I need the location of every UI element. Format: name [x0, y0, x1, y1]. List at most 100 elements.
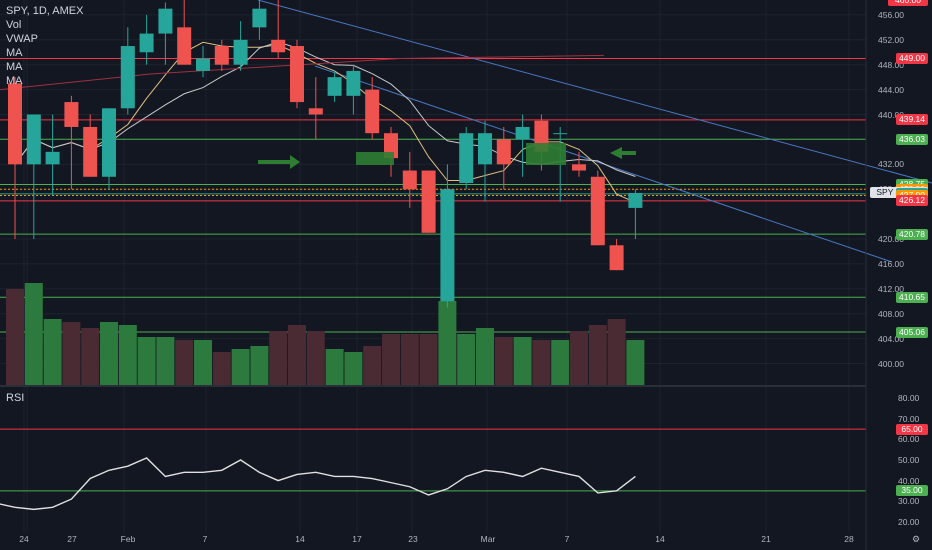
arrow-left-icon [610, 147, 636, 159]
highlight-box [356, 152, 394, 165]
ma-slow-line [0, 54, 605, 91]
rsi-tick-label: 70.00 [898, 413, 920, 424]
candle-body [214, 46, 229, 65]
rsi-tag: 35.00 [896, 485, 928, 497]
price-tag: 439.14 [896, 114, 928, 126]
volume-bar [62, 322, 81, 385]
volume-bar [363, 346, 382, 385]
volume-bar [588, 325, 607, 385]
gear-icon[interactable]: ⚙ [912, 534, 921, 544]
rsi-tick-label: 30.00 [898, 496, 920, 507]
volume-bar [400, 334, 419, 385]
candle-body [384, 133, 398, 159]
price-tag-top: 460.00 [888, 0, 928, 6]
volume-bar [100, 322, 118, 385]
price-tick-label: 440.00 [878, 109, 904, 120]
volume-bar [551, 340, 570, 385]
volume-bar [438, 301, 457, 385]
candle-body [158, 8, 173, 34]
volume-bar [476, 328, 494, 385]
candle-body [440, 189, 455, 302]
volume-bar [607, 319, 626, 385]
indicator-ma-2[interactable]: MA [6, 61, 23, 73]
annotation-arrows [258, 143, 636, 169]
rsi-tick-label: 50.00 [898, 455, 920, 465]
highlight-box [526, 143, 566, 165]
rsi-pane [0, 428, 866, 511]
volume-bar [269, 331, 288, 385]
candle-body [590, 176, 605, 246]
price-tick-label: 404.00 [878, 333, 904, 344]
volume-bar [419, 334, 438, 385]
time-tick-label: 7 [202, 534, 208, 544]
indicator-ma-1[interactable]: MA [6, 47, 23, 59]
candle-body [290, 46, 304, 103]
candle-body [45, 151, 60, 165]
price-tag: 410.65 [896, 291, 928, 303]
time-tick-label: 14 [655, 534, 665, 544]
indicator-ma-3[interactable]: MA [6, 75, 23, 87]
price-tick-label: 448.00 [878, 59, 904, 70]
price-tick-label: 456.00 [878, 9, 904, 20]
time-tick-label: 27 [67, 534, 77, 544]
candle-body [346, 70, 361, 96]
candle-body [327, 77, 342, 96]
time-tick-label: 23 [408, 534, 418, 544]
volume-bar [212, 352, 231, 385]
volume-bar [231, 349, 250, 385]
price-tick-label: 432.00 [878, 159, 904, 170]
candle-body [120, 46, 135, 109]
candle-body [83, 126, 98, 177]
trendline-upper [257, 0, 932, 184]
volume-bar [570, 331, 588, 385]
indicator-vol[interactable]: Vol [6, 19, 22, 31]
candle-body [459, 133, 474, 183]
volume-bar [325, 349, 344, 385]
rsi-tick-label: 60.00 [898, 434, 920, 445]
price-tag: 449.00 [896, 52, 928, 64]
candle-body [496, 139, 511, 165]
candle-body [102, 108, 116, 177]
volume-bar [306, 331, 325, 385]
candle-body [8, 83, 22, 165]
time-tick-label: 21 [761, 534, 771, 544]
volume-bar [175, 340, 194, 385]
candle-body [271, 39, 286, 53]
volume-bar [532, 340, 551, 385]
candle-body [572, 164, 586, 171]
rsi-tag: 65.00 [896, 423, 928, 435]
volume-bar [344, 352, 363, 385]
candle-body [628, 192, 643, 208]
volume-bar [6, 289, 24, 385]
price-tick-label: 444.00 [878, 84, 904, 95]
volume-bar [137, 337, 156, 385]
volume-bar [156, 337, 175, 385]
candle-body [64, 102, 79, 127]
candlesticks [8, 0, 643, 308]
volume-bar [118, 325, 137, 385]
candle-body [553, 133, 568, 135]
time-tick-label: 14 [295, 534, 305, 544]
rsi-indicator-label[interactable]: RSI [6, 392, 25, 404]
indicator-vwap[interactable]: VWAP [6, 33, 38, 45]
symbol-title[interactable]: SPY, 1D, AMEX [6, 5, 84, 17]
candle-body [177, 27, 192, 65]
time-tick-label: 28 [844, 534, 854, 544]
price-tick-label: 452.00 [878, 34, 904, 45]
volume-bar [494, 337, 513, 385]
arrow-right-icon [258, 155, 300, 169]
time-tick-label: 24 [19, 534, 29, 544]
volume-bar [24, 283, 43, 385]
candle-body [252, 8, 267, 28]
candle-body [233, 39, 248, 65]
volume-bar [513, 337, 532, 385]
price-tick-label: 416.00 [878, 258, 904, 269]
time-tick-label: 17 [352, 534, 362, 544]
price-tag: 420.78 [896, 228, 928, 240]
candle-body [478, 133, 492, 165]
candle-body [515, 126, 530, 140]
volume-bars [6, 283, 645, 385]
volume-bar [382, 334, 400, 385]
rsi-tick-label: 40.00 [898, 475, 920, 486]
